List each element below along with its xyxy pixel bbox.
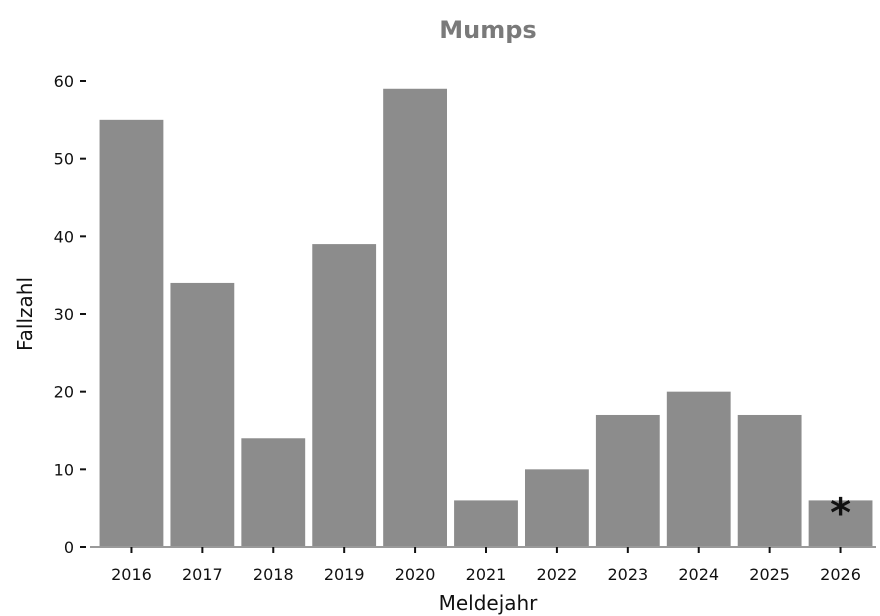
x-tick-label-2020: 2020 bbox=[395, 565, 436, 584]
bar-2022 bbox=[525, 469, 589, 547]
chart-title: Mumps bbox=[439, 16, 536, 44]
x-tick-label-2023: 2023 bbox=[607, 565, 648, 584]
x-tick-label-2025: 2025 bbox=[749, 565, 790, 584]
y-tick-label-60: 60 bbox=[54, 72, 74, 91]
y-tick-label-30: 30 bbox=[54, 305, 74, 324]
x-tick-label-2018: 2018 bbox=[253, 565, 294, 584]
x-tick-label-2017: 2017 bbox=[182, 565, 223, 584]
annotation-asterisk-2026: * bbox=[830, 490, 851, 536]
y-tick-label-10: 10 bbox=[54, 460, 74, 479]
x-axis-label: Meldejahr bbox=[439, 591, 539, 615]
y-tick-label-0: 0 bbox=[64, 538, 74, 557]
x-tick-label-2026: 2026 bbox=[820, 565, 861, 584]
bar-2021 bbox=[454, 500, 518, 547]
bar-2018 bbox=[241, 438, 306, 547]
x-tick-label-2016: 2016 bbox=[111, 565, 152, 584]
y-tick-label-50: 50 bbox=[54, 150, 74, 169]
x-tick-label-2019: 2019 bbox=[324, 565, 365, 584]
y-tick-label-40: 40 bbox=[54, 227, 74, 246]
bar-2024 bbox=[666, 391, 731, 547]
x-tick-label-2024: 2024 bbox=[678, 565, 719, 584]
bar-2025 bbox=[737, 414, 802, 547]
bar-2016 bbox=[99, 119, 164, 547]
x-tick-label-2021: 2021 bbox=[466, 565, 507, 584]
bar-2017 bbox=[170, 282, 235, 547]
bar-2020 bbox=[383, 88, 447, 548]
plot-area: 2016 2017 2018 2019 2020 2021 2022 2023 2024 2025… bbox=[54, 72, 876, 584]
y-tick-label-20: 20 bbox=[54, 383, 74, 402]
x-tick-label-2022: 2022 bbox=[537, 565, 578, 584]
bar-2026 bbox=[808, 500, 873, 547]
y-axis-label: Fallzahl bbox=[13, 277, 37, 351]
bar-2019 bbox=[312, 244, 377, 547]
bar-2023 bbox=[595, 414, 660, 547]
